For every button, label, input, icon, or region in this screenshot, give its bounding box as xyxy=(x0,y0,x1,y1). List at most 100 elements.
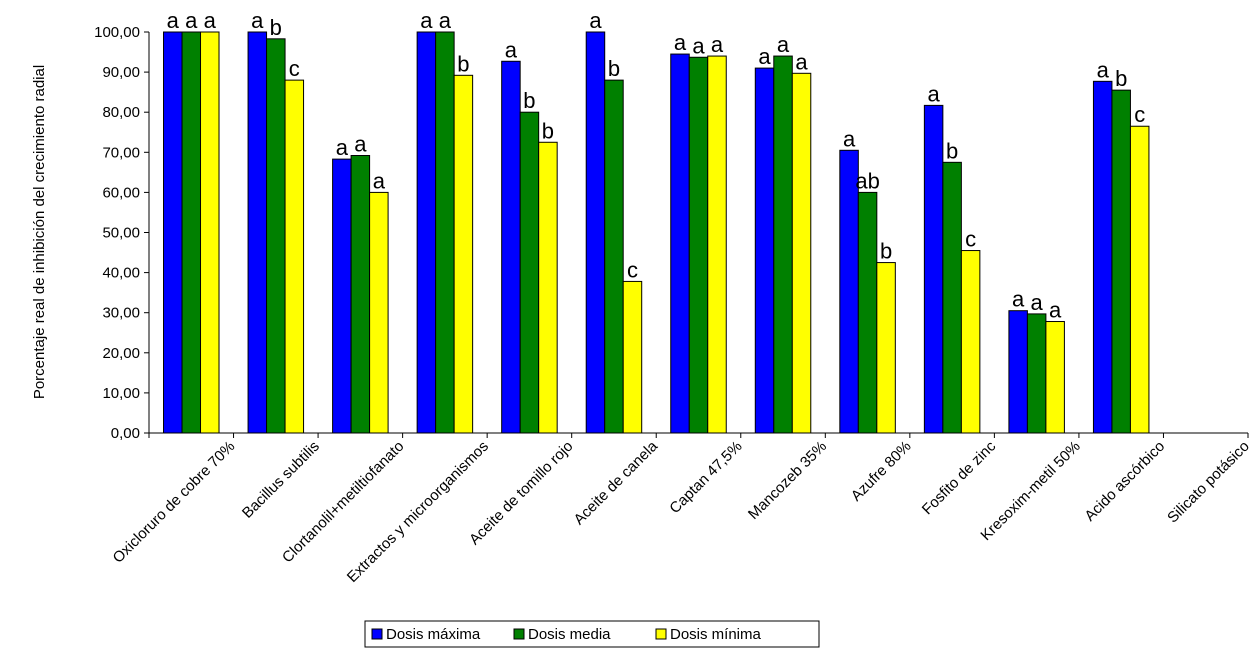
data-label: b xyxy=(270,15,282,40)
data-label: a xyxy=(505,37,518,62)
data-label: a xyxy=(354,132,367,157)
bar xyxy=(670,53,690,434)
x-tick-label: Aceite de canela xyxy=(571,437,662,528)
bars xyxy=(163,31,1150,434)
bar xyxy=(332,158,352,434)
bar xyxy=(622,280,643,434)
bar xyxy=(181,31,202,434)
data-label: a xyxy=(795,49,808,74)
bar xyxy=(773,55,793,434)
data-label: b xyxy=(1115,66,1127,91)
data-label: a xyxy=(927,81,940,106)
bar xyxy=(284,79,305,434)
data-label: a xyxy=(439,8,452,33)
y-tick-label: 40,00 xyxy=(102,265,140,282)
bar xyxy=(585,31,606,434)
bar xyxy=(876,262,896,434)
data-label: a xyxy=(373,168,386,193)
y-tick-label: 50,00 xyxy=(102,225,140,242)
bar xyxy=(369,191,389,434)
data-label: a xyxy=(167,8,180,33)
bar xyxy=(1092,80,1113,434)
bar xyxy=(707,55,727,434)
data-label: b xyxy=(880,239,892,264)
legend-swatch xyxy=(655,628,667,640)
y-tick-label: 60,00 xyxy=(102,184,140,201)
data-label: b xyxy=(523,88,535,113)
data-label: a xyxy=(1097,57,1110,82)
data-label: c xyxy=(965,227,976,252)
legend-label: Dosis máxima xyxy=(386,626,481,643)
data-label: a xyxy=(692,33,705,58)
data-label: a xyxy=(251,8,264,33)
bar xyxy=(1111,89,1131,434)
bar xyxy=(942,161,962,434)
x-tick-label: Acido ascórbico xyxy=(1081,438,1168,525)
bar xyxy=(200,31,220,434)
bar xyxy=(519,111,540,434)
x-tick-label: Azufre 80% xyxy=(848,438,915,505)
bar xyxy=(501,60,521,434)
data-label: a xyxy=(1012,287,1025,312)
data-label: b xyxy=(946,138,958,163)
x-tick-label: Captan 47,5% xyxy=(666,438,745,517)
bar xyxy=(754,67,775,434)
data-label: a xyxy=(589,8,602,33)
bar xyxy=(604,79,624,434)
y-tick-label: 80,00 xyxy=(102,104,140,121)
y-tick-label: 90,00 xyxy=(102,64,140,81)
data-label: a xyxy=(336,135,349,160)
bar xyxy=(791,72,812,434)
bar xyxy=(416,31,437,434)
data-label: b xyxy=(542,118,554,143)
y-axis-label: Porcentaje real de inhibición del crecim… xyxy=(31,65,48,399)
bar xyxy=(1008,310,1028,434)
bar xyxy=(453,74,474,434)
legend-label: Dosis mínima xyxy=(670,626,762,643)
data-label: c xyxy=(1134,102,1145,127)
x-tick-label: Silicato potásico xyxy=(1164,438,1249,527)
data-label: a xyxy=(1049,298,1062,323)
x-tick-label: Mancozeb 35% xyxy=(745,438,830,523)
data-label: c xyxy=(289,56,300,81)
data-label: a xyxy=(758,44,771,69)
data-label: a xyxy=(204,8,217,33)
x-tick-label: Fosfito de zinc xyxy=(919,437,1000,518)
data-label: ab xyxy=(855,168,879,193)
bar xyxy=(857,191,878,434)
legend-label: Dosis media xyxy=(528,626,611,643)
data-label: a xyxy=(674,30,687,55)
bar xyxy=(1045,321,1065,434)
bar xyxy=(1026,313,1047,434)
y-tick-label: 10,00 xyxy=(102,385,140,402)
x-tick-label: Extractos y microorganismos xyxy=(344,438,492,586)
data-label: b xyxy=(457,51,469,76)
legend-swatch xyxy=(513,628,525,640)
y-tick-label: 0,00 xyxy=(111,425,140,442)
bar xyxy=(163,31,183,434)
data-label: a xyxy=(1031,290,1044,315)
x-axis: Oxicloruro de cobre 70% Bacillus subtilis… xyxy=(110,432,1249,586)
x-tick-label: Oxicloruro de cobre 70% xyxy=(110,438,239,567)
data-label: a xyxy=(185,8,198,33)
data-label: a xyxy=(777,32,790,57)
y-tick-label: 30,00 xyxy=(102,305,140,322)
bar xyxy=(350,155,371,434)
data-label: a xyxy=(711,32,724,57)
bar xyxy=(266,38,286,434)
bar xyxy=(538,141,558,434)
data-label: c xyxy=(627,257,638,282)
legend-swatch xyxy=(371,628,383,640)
bar xyxy=(435,31,455,434)
x-tick-label: Bacillus subtilis xyxy=(239,438,323,522)
legend: Dosis máxima Dosis media Dosis mínima xyxy=(364,620,820,648)
y-tick-label: 100,00 xyxy=(94,24,140,41)
bar xyxy=(1129,125,1150,434)
bar xyxy=(923,104,944,434)
y-tick-label: 70,00 xyxy=(102,144,140,161)
bar xyxy=(247,31,268,434)
y-tick-label: 20,00 xyxy=(102,345,140,362)
y-axis: 0,00 10,00 20,00 30,00 40,00 50,00 60,00 70,00 8… xyxy=(94,24,150,442)
